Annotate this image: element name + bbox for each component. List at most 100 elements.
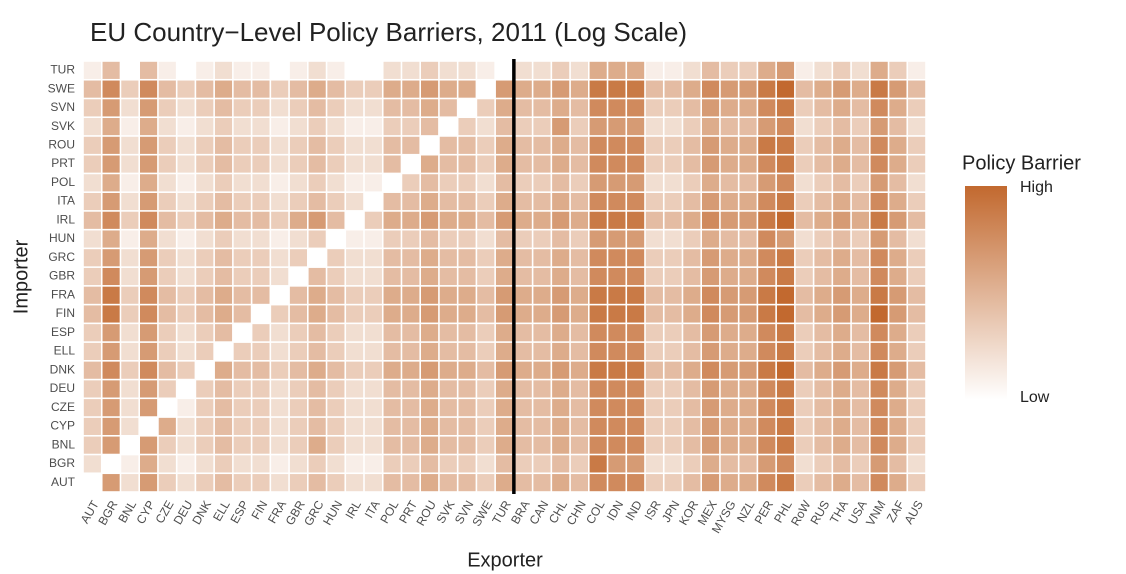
heatmap-cell [102, 324, 120, 342]
heatmap-cell [121, 155, 139, 173]
heatmap-cell [851, 267, 869, 286]
heatmap-cell [851, 99, 869, 117]
heatmap-cell [140, 136, 158, 154]
heatmap-cell [364, 474, 382, 492]
heatmap-cell [458, 399, 476, 417]
heatmap-cell [196, 80, 214, 98]
heatmap-cell [608, 361, 626, 379]
heatmap-cell [102, 436, 120, 454]
heatmap-cell [739, 136, 757, 154]
heatmap-cell [402, 361, 420, 379]
heatmap-cell [289, 80, 307, 98]
heatmap-cell [495, 136, 514, 154]
heatmap-cell [439, 474, 457, 492]
heatmap-cell [177, 155, 195, 173]
heatmap-cell [477, 436, 495, 454]
heatmap-cell [870, 118, 888, 136]
heatmap-cell [739, 324, 757, 342]
x-tick-label: IRL [343, 498, 365, 521]
heatmap-cell [851, 286, 869, 304]
heatmap-cell [645, 305, 663, 323]
heatmap-cell [140, 324, 158, 342]
heatmap-cell [121, 99, 139, 117]
heatmap-cell [308, 230, 326, 248]
heatmap-cell [83, 305, 101, 323]
heatmap-cell [121, 474, 139, 492]
heatmap-cell [233, 305, 251, 323]
heatmap-cell [495, 249, 514, 267]
heatmap-cell [702, 305, 720, 323]
heatmap-cell [402, 380, 420, 398]
heatmap-cell [177, 118, 195, 136]
heatmap-cell [121, 380, 139, 398]
heatmap-cell [402, 118, 420, 136]
heatmap-cell [702, 286, 720, 304]
heatmap-cell [252, 324, 270, 342]
heatmap-cell [889, 174, 907, 192]
heatmap-cell [308, 192, 326, 211]
heatmap-cell [421, 436, 439, 454]
heatmap-cell [795, 342, 813, 361]
heatmap-cell [177, 61, 195, 79]
heatmap-cell [645, 399, 663, 417]
heatmap-cell [795, 155, 813, 173]
heatmap-cell [196, 267, 214, 286]
heatmap-cell [346, 174, 364, 192]
heatmap-cell [495, 99, 514, 117]
heatmap-cell [589, 417, 607, 435]
heatmap-cell [851, 436, 869, 454]
heatmap-cell [402, 417, 420, 435]
heatmap-cell [833, 436, 851, 454]
heatmap-cell [233, 192, 251, 211]
heatmap-cell [776, 249, 795, 267]
heatmap-cell [177, 99, 195, 117]
heatmap-cell [140, 361, 158, 379]
heatmap-cell [233, 80, 251, 98]
heatmap-cell [514, 155, 532, 173]
heatmap-cell [383, 342, 401, 361]
heatmap-cell [140, 305, 158, 323]
heatmap-cell [776, 474, 795, 492]
heatmap-cell [814, 286, 832, 304]
heatmap-cell [477, 380, 495, 398]
heatmap-cell [814, 80, 832, 98]
heatmap-cell [140, 436, 158, 454]
heatmap-cell [102, 342, 120, 361]
heatmap-cell [495, 80, 514, 98]
heatmap-cell [833, 230, 851, 248]
x-tick-label: RoW [788, 498, 814, 529]
heatmap-cell [833, 80, 851, 98]
heatmap-cell [214, 61, 233, 79]
heatmap-cell [514, 61, 532, 79]
heatmap-cell [833, 417, 851, 435]
heatmap-cell [608, 436, 626, 454]
heatmap-cell [570, 380, 588, 398]
heatmap-cell [346, 474, 364, 492]
heatmap-cell [271, 305, 289, 323]
heatmap-cell [870, 136, 888, 154]
heatmap-cell [83, 136, 101, 154]
heatmap-cell [308, 417, 326, 435]
heatmap-cell [851, 361, 869, 379]
legend-title: Policy Barrier [962, 152, 1081, 174]
heatmap-cell [758, 361, 776, 379]
heatmap-cell [833, 324, 851, 342]
heatmap-cell [589, 249, 607, 267]
heatmap-cell [421, 249, 439, 267]
heatmap-cell [158, 474, 176, 492]
heatmap-cell [364, 267, 382, 286]
heatmap-cell [664, 361, 682, 379]
heatmap-cell [252, 211, 270, 229]
heatmap-cell [552, 211, 570, 229]
heatmap-cell [271, 155, 289, 173]
heatmap-cell [645, 436, 663, 454]
heatmap-cell [608, 399, 626, 417]
heatmap-cell [271, 417, 289, 435]
heatmap-cell [608, 136, 626, 154]
heatmap-cell [233, 136, 251, 154]
heatmap-cell [889, 249, 907, 267]
x-tick-label: TUR [489, 498, 514, 527]
heatmap-cell [645, 249, 663, 267]
heatmap-cell [327, 174, 345, 192]
heatmap-cell [814, 230, 832, 248]
